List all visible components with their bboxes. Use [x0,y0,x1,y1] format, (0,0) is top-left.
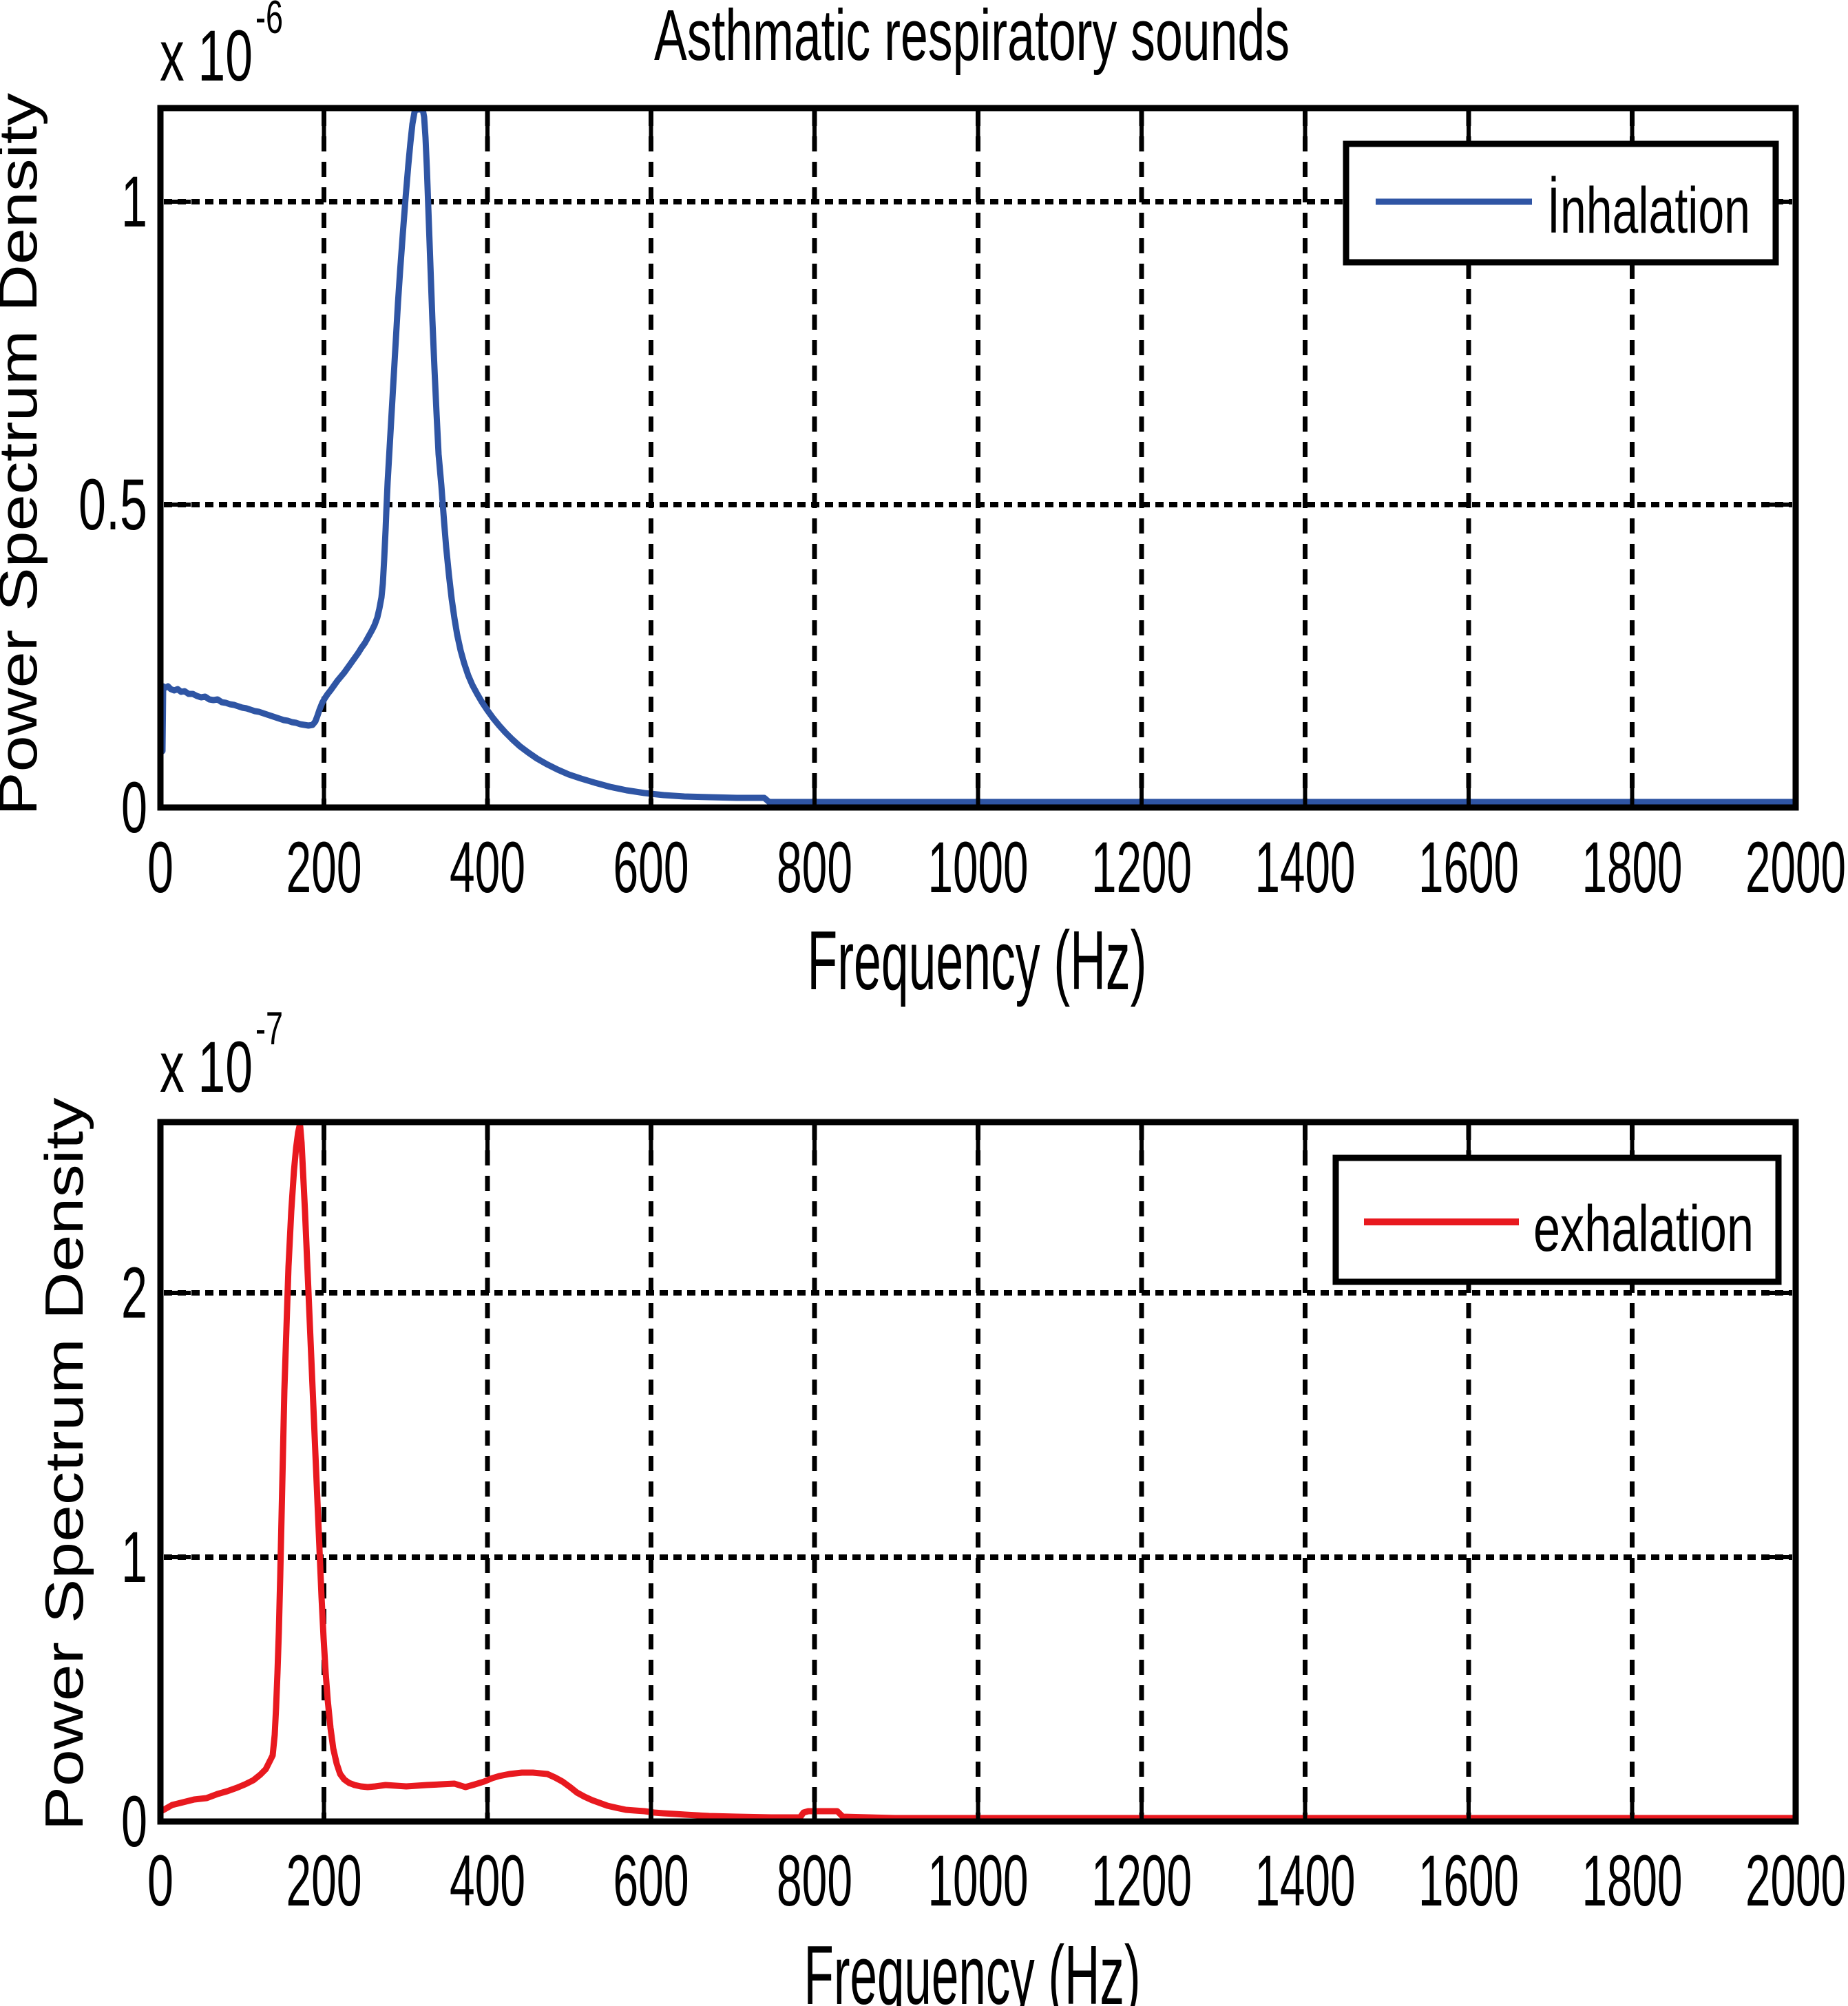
svg-text:0.5: 0.5 [78,465,147,545]
svg-text:0: 0 [147,827,174,908]
svg-text:1: 1 [121,162,147,242]
svg-text:1600: 1600 [1418,827,1519,908]
svg-text:Power Spectrum Density: Power Spectrum Density [34,1098,94,1831]
svg-text:1400: 1400 [1255,1841,1356,1921]
svg-text:0: 0 [121,768,147,848]
svg-text:2: 2 [121,1253,147,1333]
svg-text:1200: 1200 [1091,1841,1192,1921]
svg-text:400: 400 [450,827,525,908]
svg-text:exhalation: exhalation [1533,1192,1754,1265]
svg-text:1200: 1200 [1091,827,1192,908]
svg-text:0: 0 [121,1782,147,1862]
svg-text:2000: 2000 [1745,827,1846,908]
svg-text:600: 600 [613,827,689,908]
svg-text:1000: 1000 [928,1841,1029,1921]
svg-text:2000: 2000 [1745,1841,1846,1921]
svg-text:1: 1 [121,1517,147,1598]
svg-text:1000: 1000 [928,827,1029,908]
svg-text:Frequency (Hz): Frequency (Hz) [808,914,1147,1007]
svg-text:1800: 1800 [1582,1841,1683,1921]
svg-text:Frequency (Hz): Frequency (Hz) [804,1928,1141,2006]
svg-text:1600: 1600 [1418,1841,1519,1921]
svg-text:Power Spectrum Density: Power Spectrum Density [0,93,48,816]
svg-text:1400: 1400 [1255,827,1356,908]
svg-text:400: 400 [450,1841,525,1921]
svg-text:x 10: x 10 [160,1027,253,1108]
svg-text:1800: 1800 [1582,827,1683,908]
svg-text:İnhalation: İnhalation [1547,174,1750,247]
svg-text:x 10: x 10 [160,16,253,96]
svg-text:0: 0 [147,1841,174,1921]
svg-text:800: 800 [777,1841,852,1921]
svg-text:200: 200 [286,1841,362,1921]
svg-text:-6: -6 [255,0,283,43]
svg-text:200: 200 [286,827,362,908]
svg-text:800: 800 [777,827,852,908]
svg-text:600: 600 [613,1841,689,1921]
svg-text:-7: -7 [255,1002,283,1055]
svg-text:Asthmatic respiratory sounds: Asthmatic respiratory sounds [654,0,1290,76]
